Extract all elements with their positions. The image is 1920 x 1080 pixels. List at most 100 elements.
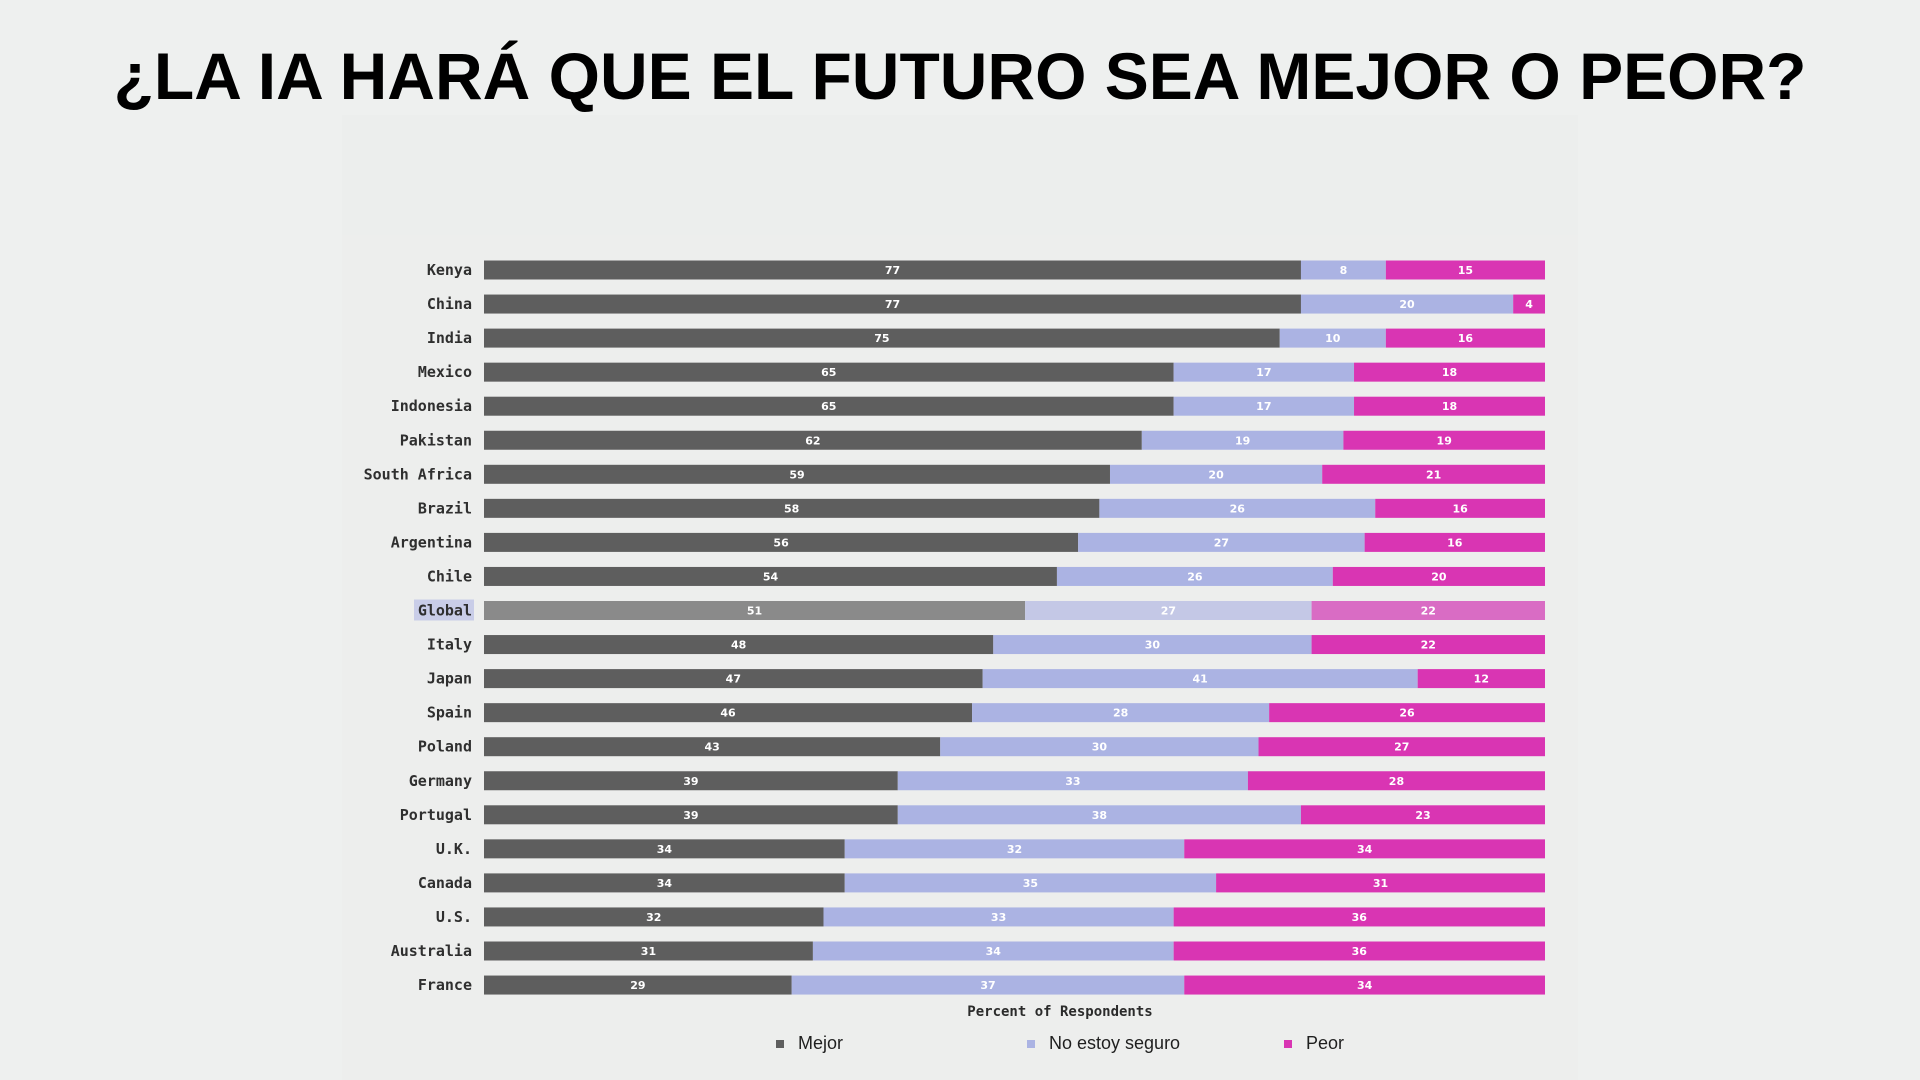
bar-no-estoy-seguro (1025, 601, 1312, 620)
bar-peor (1343, 430, 1545, 450)
data-label: 16 (1458, 332, 1474, 345)
data-label: 47 (726, 673, 741, 686)
data-label: 34 (1357, 979, 1373, 992)
data-label: 26 (1399, 707, 1415, 720)
data-label: 77 (885, 298, 900, 311)
bar-peor (1322, 464, 1545, 484)
category-label: Global (418, 602, 472, 620)
bar-mejor (484, 737, 941, 757)
data-label: 20 (1431, 570, 1447, 583)
category-label: U.S. (436, 908, 472, 926)
data-label: 4 (1525, 298, 1533, 311)
bar-no-estoy-seguro (897, 771, 1248, 791)
bar-no-estoy-seguro (1056, 566, 1333, 586)
data-label: 26 (1187, 570, 1203, 583)
data-label: 27 (1214, 536, 1229, 549)
bar-no-estoy-seguro (972, 703, 1270, 723)
bar-mejor (484, 601, 1026, 620)
data-label: 12 (1474, 673, 1489, 686)
data-label: 16 (1452, 502, 1468, 515)
bar-peor (1247, 771, 1545, 791)
data-label: 77 (885, 264, 900, 277)
category-label: Canada (418, 874, 472, 892)
category-label: Italy (427, 636, 472, 654)
data-label: 43 (704, 741, 719, 754)
data-label: 41 (1193, 673, 1208, 686)
bar-no-estoy-seguro (1078, 532, 1365, 552)
bar-mejor (484, 294, 1301, 314)
bar-no-estoy-seguro (1099, 498, 1376, 518)
bar-no-estoy-seguro (993, 635, 1312, 655)
bar-no-estoy-seguro (1173, 396, 1355, 416)
x-axis-label: Percent of Respondents (967, 1004, 1152, 1020)
bar-no-estoy-seguro (791, 975, 1185, 995)
data-label: 75 (874, 332, 889, 345)
data-label: 28 (1113, 707, 1128, 720)
bar-peor (1311, 635, 1545, 655)
data-label: 33 (991, 911, 1006, 924)
bar-peor (1269, 703, 1545, 723)
bar-peor (1385, 328, 1545, 348)
bar-no-estoy-seguro (982, 669, 1418, 689)
data-label: 35 (1023, 877, 1038, 890)
bar-mejor (484, 498, 1100, 518)
bar-peor (1184, 839, 1545, 859)
data-label: 51 (747, 605, 762, 618)
bar-mejor (484, 771, 898, 791)
category-label: Poland (418, 738, 472, 756)
bar-peor (1216, 873, 1545, 893)
bar-mejor (484, 805, 898, 825)
bar-mejor (484, 464, 1110, 484)
data-label: 10 (1325, 332, 1341, 345)
data-label: 29 (630, 979, 645, 992)
bar-peor (1173, 941, 1545, 961)
bar-mejor (484, 532, 1079, 552)
bar-peor (1332, 566, 1545, 586)
bar-peor (1354, 362, 1545, 382)
data-label: 34 (986, 945, 1002, 958)
bar-mejor (484, 328, 1280, 348)
bar-no-estoy-seguro (1279, 328, 1386, 348)
bar-peor (1375, 498, 1545, 518)
category-label: South Africa (364, 465, 472, 483)
data-label: 30 (1092, 741, 1108, 754)
bar-mejor (484, 566, 1057, 586)
category-label: Mexico (418, 363, 472, 381)
data-label: 65 (821, 400, 836, 413)
data-label: 56 (773, 536, 789, 549)
data-label: 31 (641, 945, 656, 958)
bar-no-estoy-seguro (1109, 464, 1323, 484)
chart-panel-header (342, 115, 1578, 235)
bar-peor (1385, 260, 1545, 280)
data-label: 17 (1256, 400, 1271, 413)
bar-no-estoy-seguro (823, 907, 1174, 927)
data-label: 38 (1092, 809, 1107, 822)
legend-swatch-no-estoy-seguro (1027, 1040, 1035, 1048)
category-label: Australia (391, 942, 472, 960)
data-label: 37 (980, 979, 995, 992)
bar-mejor (484, 907, 824, 927)
bar-mejor (484, 975, 792, 995)
legend-swatch-mejor (776, 1040, 784, 1048)
bar-no-estoy-seguro (1300, 294, 1514, 314)
category-labels: Kenya China India Mexico Indonesia Pakistan So… (364, 261, 474, 994)
data-label: 32 (646, 911, 661, 924)
data-label: 39 (683, 775, 698, 788)
data-label: 17 (1256, 366, 1271, 379)
data-label: 27 (1161, 605, 1176, 618)
data-label: 31 (1373, 877, 1388, 890)
data-label: 62 (805, 434, 820, 447)
category-label: China (427, 295, 472, 313)
bar-peor (1258, 737, 1545, 757)
data-label: 26 (1230, 502, 1246, 515)
data-label: 8 (1340, 264, 1348, 277)
bar-mejor (484, 941, 813, 961)
category-label: India (427, 329, 472, 347)
data-label: 48 (731, 639, 746, 652)
category-label: Germany (409, 772, 472, 790)
category-label: Japan (427, 670, 472, 688)
data-label: 22 (1421, 605, 1436, 618)
bar-mejor (484, 362, 1174, 382)
data-label: 54 (763, 570, 779, 583)
